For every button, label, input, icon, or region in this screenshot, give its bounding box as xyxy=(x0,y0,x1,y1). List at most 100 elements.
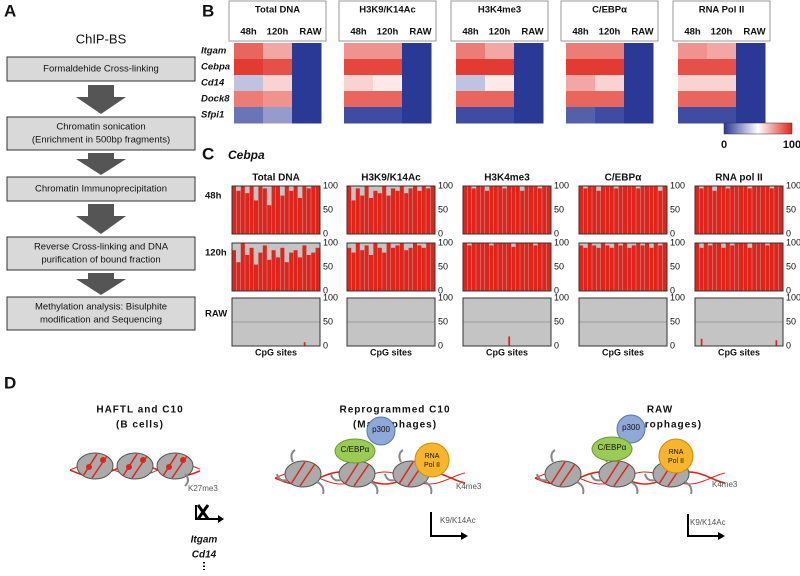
heat-cell xyxy=(566,107,596,124)
bar xyxy=(529,243,533,291)
heat-cell xyxy=(402,91,432,108)
y-tick-label: 50 xyxy=(323,261,333,271)
bar xyxy=(511,186,516,234)
heat-cell xyxy=(514,59,544,76)
bar xyxy=(524,186,529,234)
bar xyxy=(703,243,708,291)
y-tick-label: 100 xyxy=(438,237,453,247)
y-tick-label: 100 xyxy=(554,292,569,302)
step-box xyxy=(6,176,196,202)
bar xyxy=(730,245,735,291)
heat-cell xyxy=(292,59,322,76)
state-title: (B cells) xyxy=(116,420,164,431)
panel-label: D xyxy=(4,373,16,392)
methyl-cpg xyxy=(126,464,132,470)
bar xyxy=(725,243,730,291)
bar xyxy=(583,188,588,234)
heat-cell xyxy=(456,59,486,76)
diagram-shapes xyxy=(69,414,726,570)
step-text: Reverse Cross-linking and DNA xyxy=(34,242,169,253)
bar xyxy=(623,186,627,234)
bar xyxy=(756,243,761,291)
bar xyxy=(232,250,236,291)
heat-cell xyxy=(624,59,654,76)
header-box xyxy=(560,0,659,42)
bar xyxy=(739,243,743,291)
column-label: 48h xyxy=(684,27,701,38)
bar xyxy=(662,186,667,234)
y-tick-label: 50 xyxy=(323,204,333,214)
bar xyxy=(355,188,360,234)
bar xyxy=(315,186,320,234)
y-tick-label: 50 xyxy=(554,204,564,214)
column-label: RAW xyxy=(743,27,765,38)
heat-cell xyxy=(292,107,322,124)
factor-label: RNA xyxy=(425,453,440,460)
bar xyxy=(236,262,241,291)
y-tick-label: 50 xyxy=(786,261,796,271)
panel-frame xyxy=(578,242,668,292)
bar xyxy=(734,243,739,291)
arrow xyxy=(76,153,126,175)
bar xyxy=(355,243,360,291)
factor-label: RNA xyxy=(669,449,684,456)
bar xyxy=(395,245,400,291)
panel-frame xyxy=(231,297,321,347)
bar xyxy=(537,188,542,234)
bar xyxy=(774,186,779,234)
y-tick-label: 100 xyxy=(786,237,800,247)
methyl-cpg xyxy=(86,464,92,470)
heat-cell xyxy=(234,75,264,92)
group-label: Total DNA xyxy=(255,5,300,16)
bar xyxy=(311,186,316,234)
heat-cell xyxy=(595,75,625,92)
bar xyxy=(658,245,663,291)
bar xyxy=(413,243,417,291)
y-tick-label: 0 xyxy=(323,285,328,295)
bar xyxy=(520,190,525,234)
bar xyxy=(631,186,636,234)
arrowhead xyxy=(218,515,224,523)
bar xyxy=(249,186,254,234)
state-title: (Macrophages) xyxy=(618,420,702,431)
bar xyxy=(430,186,435,234)
bar xyxy=(765,245,770,291)
bar xyxy=(695,186,699,234)
x-axis-label: CpG sites xyxy=(255,347,297,357)
bar xyxy=(467,186,472,234)
bar xyxy=(493,186,498,234)
bar xyxy=(587,186,592,234)
row-label: RAW xyxy=(205,309,227,320)
bar xyxy=(254,264,258,291)
heat-cell xyxy=(566,91,596,108)
bar xyxy=(546,243,551,291)
bar xyxy=(769,188,774,234)
heat-cell xyxy=(263,75,293,92)
heat-cell xyxy=(344,91,374,108)
bar xyxy=(399,243,404,291)
heat-cell xyxy=(373,59,403,76)
gene-label: Itgam xyxy=(191,535,218,546)
arrow xyxy=(76,85,126,114)
heat-cell xyxy=(263,43,293,60)
y-tick-label: 50 xyxy=(438,316,448,326)
heat-cell xyxy=(595,59,625,76)
y-tick-label: 0 xyxy=(554,340,559,350)
bar xyxy=(708,245,713,291)
bar xyxy=(498,186,503,234)
heat-cell xyxy=(566,43,596,60)
bar xyxy=(386,195,391,234)
heat-cell xyxy=(292,43,322,60)
bar xyxy=(605,186,610,234)
bar xyxy=(417,190,422,234)
bar xyxy=(245,255,250,291)
heat-cell xyxy=(707,75,737,92)
bar xyxy=(507,186,511,234)
bar xyxy=(386,243,391,291)
heat-cell xyxy=(402,107,432,124)
heat-cell xyxy=(485,91,515,108)
dna-wrap xyxy=(344,461,370,487)
y-tick-label: 50 xyxy=(438,204,448,214)
tss-arrow xyxy=(687,514,718,537)
heat-cell xyxy=(595,91,625,108)
